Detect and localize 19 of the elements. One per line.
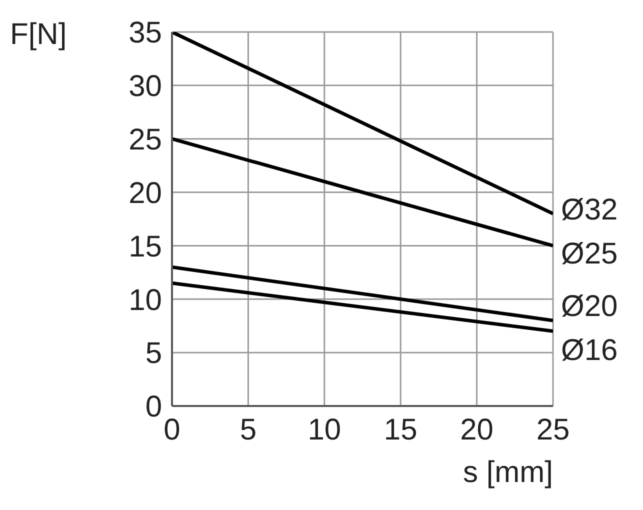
y-tick-label: 15	[128, 230, 162, 264]
y-tick-label: 5	[145, 337, 162, 370]
y-tick-label: 30	[128, 70, 162, 104]
y-tick-label: 25	[128, 124, 162, 157]
y-tick-label: 35	[128, 16, 162, 50]
x-tick-label: 15	[384, 413, 418, 446]
y-tick-label: 10	[128, 284, 162, 317]
y-tick-label: 20	[128, 176, 162, 210]
x-tick-label: 20	[460, 413, 494, 446]
series-label: Ø16	[561, 334, 618, 367]
y-axis-title: F[N]	[10, 18, 67, 51]
series-label: Ø25	[561, 238, 618, 271]
x-axis-title: s [mm]	[463, 456, 553, 489]
x-tick-label: 25	[536, 413, 570, 446]
y-tick-label: 0	[145, 390, 162, 424]
x-tick-label: 5	[240, 413, 257, 446]
x-tick-label: 10	[308, 413, 342, 446]
series-label: Ø32	[561, 194, 618, 227]
series-label: Ø20	[561, 290, 618, 323]
